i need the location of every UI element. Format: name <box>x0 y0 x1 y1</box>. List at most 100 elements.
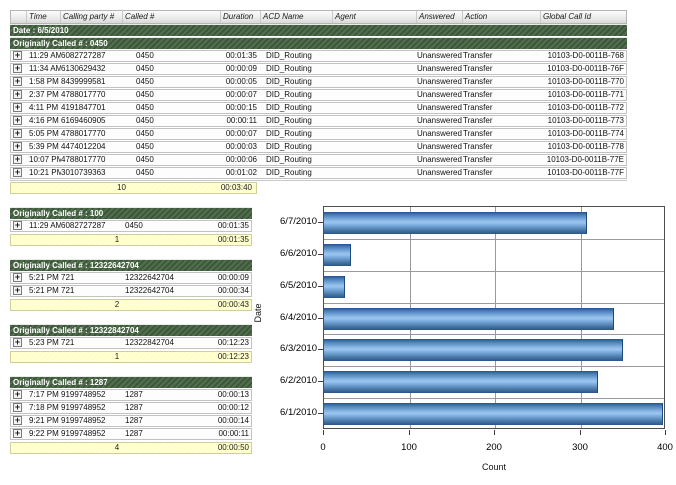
table-bottom-rule <box>10 180 627 181</box>
time-cell: 2:37 PM <box>29 90 59 99</box>
summary-total-duration: 00:00:50 <box>217 443 249 452</box>
agent-cell <box>333 129 417 139</box>
expand-cell: + <box>11 429 27 439</box>
expand-plus-icon[interactable]: + <box>13 77 22 86</box>
duration-cell: 00:00:06 <box>225 155 257 164</box>
x-axis-tick-mark <box>494 430 495 435</box>
acd-name-cell: DID_Routing <box>266 77 312 86</box>
chart-bar <box>324 403 663 425</box>
column-header: Time <box>27 11 61 23</box>
global-call-id-cell: 10103-D0-0011B-773 <box>547 116 624 125</box>
expand-cell: + <box>11 142 27 152</box>
time-cell: 11:29 AM <box>29 51 61 60</box>
y-axis-tick-mark <box>318 381 323 382</box>
date-group-band: Date : 6/5/2010 <box>10 24 627 36</box>
table-row: +11:34 AM 6130629432 0450 00:00:09 DID_Routi… <box>10 63 627 75</box>
acd-name-cell: DID_Routing <box>266 129 312 138</box>
duration-cell: 00:00:07 <box>225 129 257 138</box>
called-number-cell: 0450 <box>136 116 154 125</box>
expand-cell: + <box>11 64 27 74</box>
time-cell: 5:23 PM <box>29 338 59 347</box>
time-cell: 9:22 PM <box>29 429 59 438</box>
summary-total-duration: 00:00:43 <box>217 300 249 309</box>
expand-plus-icon[interactable]: + <box>13 155 22 164</box>
time-cell: 4:11 PM <box>29 103 59 112</box>
sub-group-table: Originally Called # : 1287 +7:17 PM 919974… <box>10 376 252 454</box>
called-number-cell: 0450 <box>136 168 154 177</box>
action-cell: Transfer <box>463 129 493 138</box>
x-axis-title: Count <box>481 462 507 472</box>
expand-cell: + <box>11 416 27 426</box>
calling-party-cell: 721 <box>61 273 75 282</box>
time-cell: 9:21 PM <box>29 416 59 425</box>
expand-plus-icon[interactable]: + <box>13 390 22 399</box>
expand-plus-icon[interactable]: + <box>13 51 22 60</box>
gridline-horizontal <box>324 398 664 399</box>
expand-plus-icon[interactable]: + <box>13 286 22 295</box>
expand-plus-icon[interactable]: + <box>13 403 22 412</box>
expand-plus-icon[interactable]: + <box>13 103 22 112</box>
sub-group-table: Originally Called # : 100 +11:29 AM 608272… <box>10 207 252 246</box>
expand-plus-icon[interactable]: + <box>13 168 22 177</box>
table-row: +11:29 AM 6082727287 0450 00:01:35 DID_Routi… <box>10 50 627 62</box>
time-cell: 10:07 PM <box>29 155 61 164</box>
calling-party-cell: 9199748952 <box>61 416 106 425</box>
column-header: Duration <box>221 11 261 23</box>
calling-party-cell: 9199748952 <box>61 429 106 438</box>
action-cell: Transfer <box>463 51 493 60</box>
calling-party-cell: 4191847701 <box>61 103 106 112</box>
expand-plus-icon[interactable]: + <box>13 416 22 425</box>
called-number-cell: 0450 <box>136 90 154 99</box>
y-axis-tick-mark <box>318 349 323 350</box>
calling-party-cell: 9199748952 <box>61 403 106 412</box>
called-number-cell: 0450 <box>136 77 154 86</box>
expand-plus-icon[interactable]: + <box>13 273 22 282</box>
calling-party-cell: 6082727287 <box>61 221 106 230</box>
table-row: +11:29 AM 6082727287 0450 00:01:35 <box>10 220 252 232</box>
column-header: Global Call Id <box>543 12 592 21</box>
summary-spacer <box>11 183 27 193</box>
agent-cell <box>333 77 417 87</box>
calling-party-cell: 6130629432 <box>61 64 106 73</box>
expand-cell: + <box>11 286 27 296</box>
y-axis-tick-label: 6/5/2010 <box>280 280 317 291</box>
duration-cell: 00:01:35 <box>225 51 257 60</box>
action-cell: Transfer <box>463 168 493 177</box>
duration-cell: 00:00:07 <box>225 90 257 99</box>
y-axis-tick-label: 6/2/2010 <box>280 375 317 386</box>
expand-cell: + <box>11 116 27 126</box>
expand-plus-icon[interactable]: + <box>13 429 22 438</box>
acd-name-cell: DID_Routing <box>266 64 312 73</box>
expand-cell: + <box>11 390 27 400</box>
expand-plus-icon[interactable]: + <box>13 338 22 347</box>
table-row: +5:39 PM 4474012204 0450 00:00:03 DID_Routin… <box>10 141 627 153</box>
duration-cell: 00:00:03 <box>225 142 257 151</box>
called-number-cell: 0450 <box>125 221 143 230</box>
calling-party-cell: 721 <box>61 286 75 295</box>
x-axis-tick-mark <box>665 430 666 435</box>
called-number-cell: 0450 <box>136 129 154 138</box>
expand-plus-icon[interactable]: + <box>13 64 22 73</box>
y-axis-tick-mark <box>318 318 323 319</box>
called-number-cell: 12322842704 <box>125 338 174 347</box>
time-cell: 1:58 PM <box>29 77 59 86</box>
action-cell: Transfer <box>463 64 493 73</box>
time-cell: 11:34 AM <box>29 64 61 73</box>
called-number-cell: 12322642704 <box>125 273 174 282</box>
group-summary-row: 1 00:12:23 <box>10 351 252 363</box>
expand-plus-icon[interactable]: + <box>13 90 22 99</box>
duration-cell: 00:01:02 <box>225 168 257 177</box>
table-row: +2:37 PM 4788017770 0450 00:00:07 DID_Routin… <box>10 89 627 101</box>
expand-plus-icon[interactable]: + <box>13 116 22 125</box>
expand-plus-icon[interactable]: + <box>13 142 22 151</box>
duration-cell: 00:00:11 <box>226 116 257 125</box>
called-number-cell: 0450 <box>136 64 154 73</box>
summary-spacer <box>11 443 27 453</box>
acd-name-cell: DID_Routing <box>266 142 312 151</box>
calling-party-cell: 4788017770 <box>61 155 106 164</box>
answered-cell: Unanswered <box>417 129 462 138</box>
expand-plus-icon[interactable]: + <box>13 129 22 138</box>
agent-cell <box>333 168 417 178</box>
expand-plus-icon[interactable]: + <box>13 221 22 230</box>
agent-cell <box>333 116 417 126</box>
